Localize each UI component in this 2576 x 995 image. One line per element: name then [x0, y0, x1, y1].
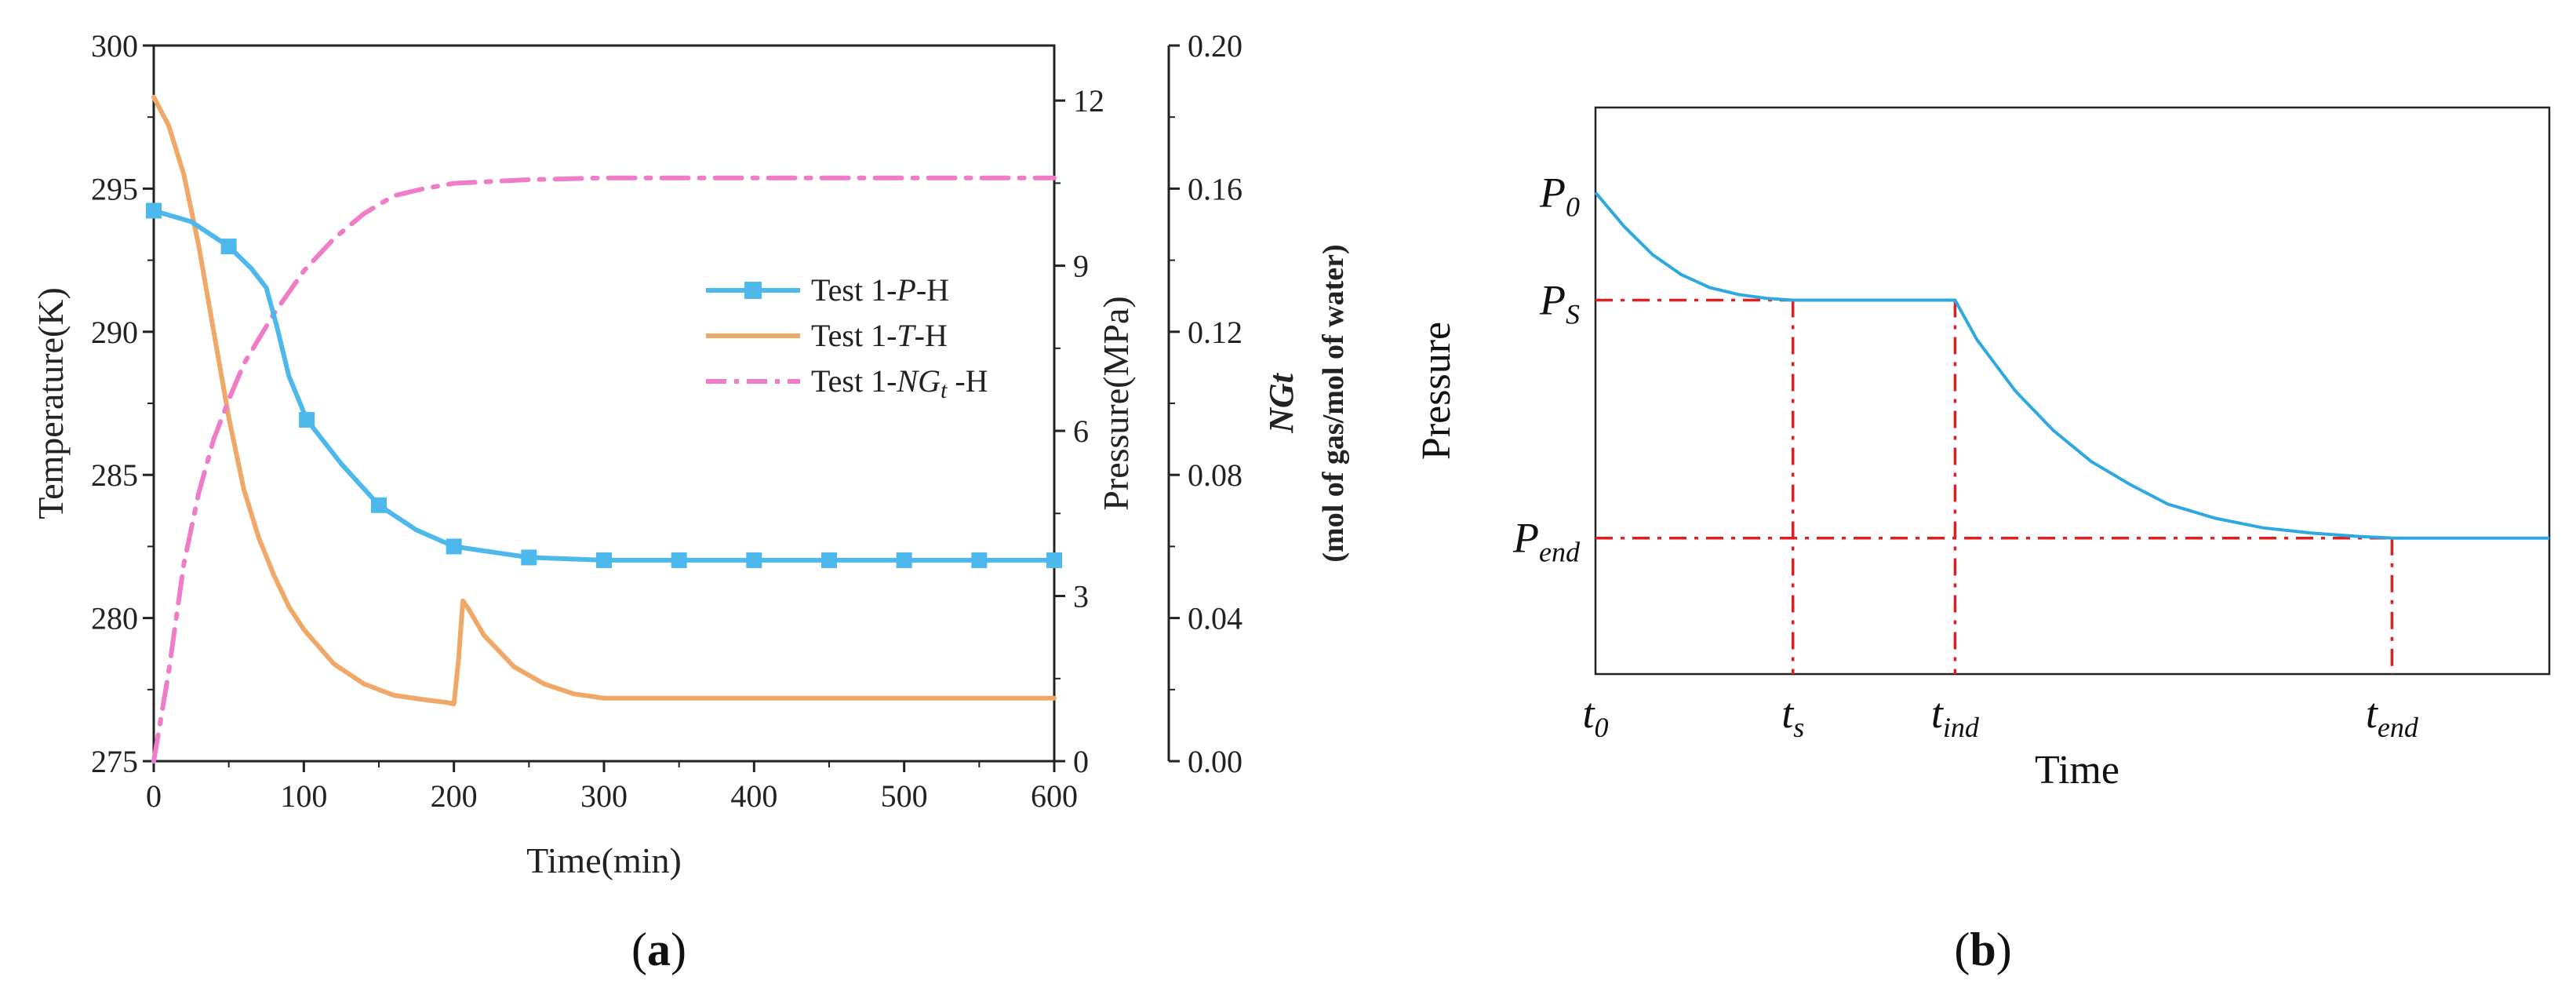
panel-b-xlabel: Time: [2035, 748, 2119, 793]
x-marker-label: t0: [1582, 690, 1608, 743]
panel-a-ngt-label-unit: (mol of gas/mol of water): [1317, 244, 1350, 562]
series-ngt-line: [151, 175, 1057, 764]
panel-b-label: (b): [1954, 924, 2011, 975]
pressure-marker: [299, 412, 315, 428]
panel-b-pressure-curve: [1594, 191, 2549, 540]
y-marker-label: Pend: [1512, 515, 1581, 568]
ngt-tick-label: 0.16: [1188, 171, 1243, 206]
ngt-tick-label: 0.12: [1188, 315, 1243, 350]
legend-label-temperature: Test 1-T-H: [811, 318, 948, 353]
pressure-marker: [671, 552, 687, 568]
x-marker-label: tind: [1931, 690, 1980, 743]
pressure-tick-label: 9: [1073, 249, 1089, 284]
legend-label-pressure: Test 1-P-H: [811, 272, 949, 308]
y-marker-label: PS: [1539, 276, 1580, 330]
pressure-tick-label: 6: [1073, 414, 1089, 449]
panel-a-left-ticks: 275 280 285 290 295 300: [91, 28, 154, 779]
series-temperature-line: [151, 94, 1057, 706]
legend-item-pressure: Test 1-P-H: [706, 272, 949, 308]
pressure-marker: [896, 552, 912, 568]
x-tick-label: 0: [146, 778, 162, 814]
panel-b-y-markers: P0 PS Pend: [1512, 169, 1581, 567]
legend-item-ngt: Test 1-NGt -H: [706, 363, 988, 403]
legend-item-temperature: Test 1-T-H: [706, 318, 948, 353]
panel-a-bottom-ticks: 0 100 200 300 400 500 600: [146, 761, 1078, 814]
pressure-marker: [146, 202, 162, 219]
panel-a-ngt-ticks: 0.00 0.04 0.08 0.12 0.16 0.20: [1169, 28, 1243, 779]
panel-b-guides: [1595, 298, 2394, 674]
x-tick-label: 100: [280, 778, 327, 814]
series-pressure-line: [151, 208, 1057, 563]
pressure-marker: [746, 552, 762, 568]
ngt-tick-label: 0.04: [1188, 601, 1243, 636]
pressure-marker: [446, 538, 462, 555]
left-tick-label: 300: [91, 28, 138, 64]
x-tick-label: 400: [730, 778, 777, 814]
panel-b: P0 PS Pend t0 ts tind tend Pressure Time (b): [1414, 106, 2551, 975]
pressure-tick-label: 0: [1073, 744, 1089, 779]
panel-b-plot-area: [1594, 106, 2551, 676]
left-tick-label: 290: [91, 315, 138, 350]
pressure-marker: [596, 552, 612, 568]
pressure-marker: [821, 552, 837, 568]
panel-a-ngt-label-main: NGt: [1262, 372, 1301, 434]
panel-a: 275 280 285 290 295 300 0 100 200 300 400 500 600 0…: [31, 28, 1350, 975]
panel-a-series: [146, 94, 1062, 764]
x-tick-label: 600: [1031, 778, 1078, 814]
panel-a-pressure-ticks: 0 3 6 9 12: [1054, 83, 1104, 779]
left-tick-label: 285: [91, 457, 138, 493]
x-marker-label: tend: [2366, 690, 2419, 743]
panel-a-xlabel: Time(min): [526, 840, 682, 880]
left-tick-label: 295: [91, 171, 138, 206]
panel-a-legend: Test 1-P-H Test 1-T-H Test 1-NGt -H: [706, 272, 988, 403]
panel-a-ylabel-pressure: Pressure(MPa): [1096, 296, 1136, 510]
pressure-marker: [521, 549, 537, 566]
pressure-marker: [1046, 552, 1062, 568]
x-tick-label: 200: [431, 778, 478, 814]
x-tick-label: 500: [881, 778, 928, 814]
panel-b-x-markers: t0 ts tind tend: [1582, 690, 2418, 743]
panel-a-label: (a): [631, 924, 686, 975]
x-marker-label: ts: [1781, 690, 1804, 743]
panel-a-ylabel-ngt: NGt (mol of gas/mol of water): [1262, 244, 1350, 562]
pressure-marker: [220, 239, 237, 255]
left-tick-label: 275: [91, 744, 138, 779]
legend-marker-pressure: [744, 282, 762, 299]
pressure-marker: [371, 497, 387, 513]
pressure-marker: [971, 552, 988, 568]
pressure-tick-label: 3: [1073, 579, 1089, 614]
left-tick-label: 280: [91, 601, 138, 636]
ngt-tick-label: 0.20: [1188, 28, 1243, 64]
legend-label-ngt: Test 1-NGt -H: [811, 363, 988, 403]
panel-a-plot-area: [152, 44, 1056, 763]
ngt-tick-label: 0.00: [1188, 744, 1243, 779]
y-marker-label: P0: [1539, 169, 1580, 222]
panel-b-ylabel: Pressure: [1414, 322, 1459, 460]
ngt-tick-label: 0.08: [1188, 457, 1243, 493]
x-tick-label: 300: [580, 778, 628, 814]
panel-a-ylabel-left: Temperature(K): [31, 287, 71, 519]
pressure-tick-label: 12: [1073, 83, 1104, 118]
